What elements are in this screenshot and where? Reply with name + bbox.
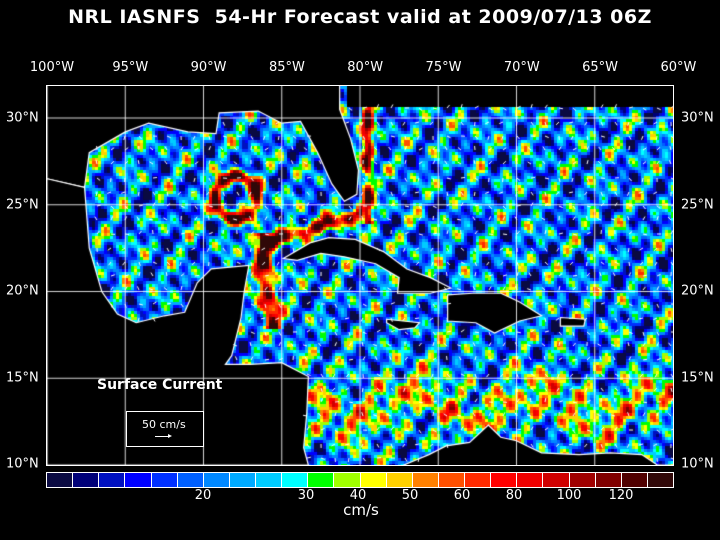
colorbar-swatch: [99, 473, 126, 487]
latitude-label: 30°N: [681, 110, 714, 126]
colorbar-swatch: [47, 473, 74, 487]
colorbar-tick: 120: [608, 488, 634, 503]
latitude-label: 25°N: [681, 197, 714, 212]
legend-title: Surface Current: [97, 377, 223, 393]
longitude-label: 100°W: [29, 60, 75, 75]
map-title: NRL IASNFS 54-Hr Forecast valid at 2009/…: [68, 6, 652, 28]
colorbar-swatch: [491, 473, 518, 487]
colorbar-swatch: [465, 473, 492, 487]
reference-vector-box: 50 cm/s: [126, 411, 204, 447]
colorbar-tick: 60: [453, 488, 471, 503]
latitude-label: 25°N: [6, 197, 39, 212]
colorbar: [46, 472, 674, 488]
colorbar-tick: 50: [401, 488, 419, 503]
latitude-label: 15°N: [681, 370, 714, 385]
colorbar-swatch: [412, 473, 439, 487]
surface-current-map: [47, 86, 673, 465]
longitude-label: 90°W: [190, 60, 227, 75]
colorbar-unit: cm/s: [343, 501, 379, 519]
longitude-label: 75°W: [425, 60, 462, 75]
colorbar-swatch: [569, 473, 596, 487]
colorbar-swatch: [517, 473, 544, 487]
colorbar-tick: 20: [194, 488, 212, 503]
colorbar-tick: 30: [297, 488, 315, 503]
colorbar-swatch: [256, 473, 283, 487]
colorbar-tick: 80: [505, 488, 523, 503]
latitude-label: 30°N: [6, 110, 39, 126]
longitude-label: 80°W: [347, 60, 384, 75]
colorbar-swatch: [125, 473, 152, 487]
longitude-label: 65°W: [582, 60, 619, 75]
colorbar-swatch: [360, 473, 387, 487]
colorbar-swatch: [282, 473, 309, 487]
latitude-label: 10°N: [6, 456, 39, 472]
latitude-label: 10°N: [681, 456, 714, 472]
colorbar-swatch: [386, 473, 413, 487]
reference-arrow-icon: [155, 434, 172, 438]
colorbar-swatch: [73, 473, 100, 487]
colorbar-tick: 100: [556, 488, 582, 503]
reference-vector-label: 50 cm/s: [142, 418, 186, 431]
longitude-label: 85°W: [268, 60, 305, 75]
colorbar-swatch: [334, 473, 361, 487]
colorbar-swatch: [308, 473, 335, 487]
longitude-label: 60°W: [660, 60, 697, 75]
colorbar-swatch: [203, 473, 230, 487]
colorbar-swatch: [151, 473, 178, 487]
latitude-label: 15°N: [6, 370, 39, 385]
colorbar-swatch: [647, 473, 673, 487]
colorbar-swatch: [595, 473, 622, 487]
colorbar-swatch: [438, 473, 465, 487]
colorbar-swatch: [177, 473, 204, 487]
latitude-label: 20°N: [681, 283, 714, 299]
longitude-label: 95°W: [112, 60, 149, 75]
latitude-label: 20°N: [6, 283, 39, 299]
longitude-label: 70°W: [503, 60, 540, 75]
colorbar-swatch: [229, 473, 256, 487]
colorbar-swatch: [543, 473, 570, 487]
colorbar-swatch: [621, 473, 648, 487]
colorbar-tick: 40: [349, 488, 367, 503]
